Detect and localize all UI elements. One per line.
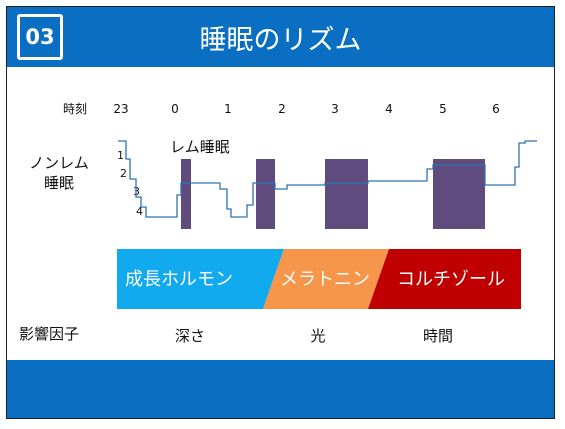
factor-depth: 深さ bbox=[175, 327, 205, 345]
header-bar: 03 睡眠のリズム bbox=[7, 7, 554, 67]
hour-label-5: 5 bbox=[439, 102, 447, 116]
factors-label: 影響因子 bbox=[19, 325, 79, 343]
factor-light: 光 bbox=[310, 327, 325, 345]
rem-block-1 bbox=[181, 159, 191, 229]
hour-label-2: 2 bbox=[278, 102, 286, 116]
slide-title: 睡眠のリズム bbox=[199, 24, 362, 56]
hour-label-3: 3 bbox=[331, 102, 339, 116]
cortisol-label: コルチゾール bbox=[397, 269, 505, 290]
footer-bar bbox=[7, 360, 554, 418]
hour-label-23: 23 bbox=[113, 102, 128, 116]
melatonin-band bbox=[263, 249, 389, 309]
slide-number-badge: 03 bbox=[17, 14, 63, 60]
rem-sleep-label: レム睡眠 bbox=[170, 138, 230, 156]
growth-hormone-band bbox=[117, 249, 284, 309]
rem-block-4 bbox=[433, 159, 485, 229]
nonrem-label-line1: ノンレム bbox=[29, 154, 89, 172]
hour-label-0: 0 bbox=[171, 102, 179, 116]
depth-level-2: 2 bbox=[120, 167, 127, 180]
hour-label-6: 6 bbox=[492, 102, 500, 116]
factor-time: 時間 bbox=[423, 327, 453, 345]
rem-block-3 bbox=[325, 159, 368, 229]
melatonin-label: メラトニン bbox=[280, 269, 370, 290]
time-axis-label: 時刻 bbox=[63, 102, 87, 116]
sleep-depth-line bbox=[118, 140, 537, 218]
hour-label-1: 1 bbox=[224, 102, 232, 116]
depth-level-4: 4 bbox=[136, 205, 143, 218]
depth-level-1: 1 bbox=[117, 149, 124, 162]
growth-hormone-label: 成長ホルモン bbox=[125, 269, 233, 290]
hour-label-4: 4 bbox=[385, 102, 393, 116]
rem-block-2 bbox=[256, 159, 275, 229]
hour-tick-labels: 23 0 1 2 3 4 5 6 bbox=[113, 102, 499, 116]
cortisol-band bbox=[368, 249, 521, 309]
nonrem-label-line2: 睡眠 bbox=[44, 174, 74, 192]
